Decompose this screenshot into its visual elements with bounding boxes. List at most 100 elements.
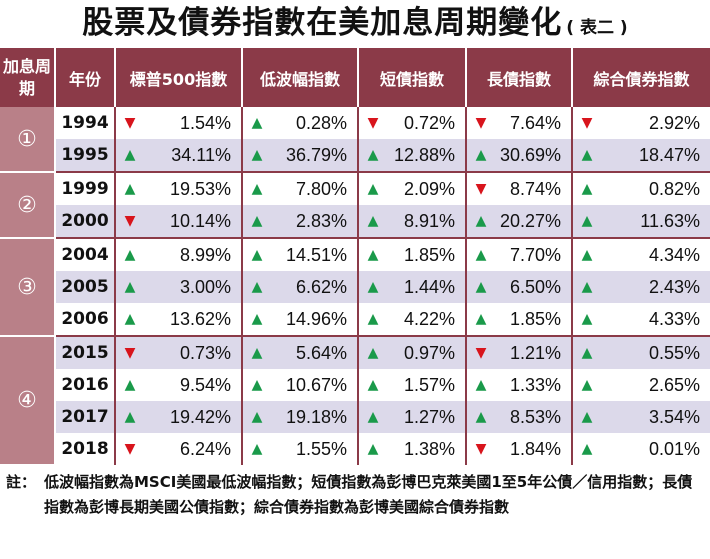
value-text: 1.33% — [509, 374, 561, 395]
value-cell: ▲ 1.55% — [242, 433, 359, 465]
phase-label: ④ — [0, 335, 56, 466]
table-row: 2000 ▼ 10.14% ▲ 2.83% ▲ 8.91% ▲ 20.27% ▲ 11.63% — [0, 205, 710, 238]
header-row: 加息周期 年份 標普500指數 低波幅指數 短債指數 長債指數 綜合債券指數 — [0, 48, 710, 107]
triangle-up-icon: ▲ — [124, 247, 136, 263]
value-text: 7.80% — [295, 178, 347, 199]
table-title: 股票及債券指數在美加息周期變化( 表二 ) — [0, 0, 710, 46]
value-text: 19.53% — [169, 178, 231, 199]
value-text: 2.09% — [403, 178, 455, 199]
value-cell: ▲ 2.09% — [358, 171, 467, 205]
value-cell: ▼ 7.64% — [466, 107, 573, 139]
triangle-up-icon: ▲ — [251, 115, 263, 131]
value-text: 1.57% — [403, 374, 455, 395]
table-row: 2006 ▲ 13.62% ▲ 14.96% ▲ 4.22% ▲ 1.85% ▲ 4.33% — [0, 303, 710, 336]
triangle-up-icon: ▲ — [367, 377, 379, 393]
table-row: 2016 ▲ 9.54% ▲ 10.67% ▲ 1.57% ▲ 1.33% ▲ 2.65% — [0, 369, 710, 401]
year-cell: 1994 — [55, 107, 116, 139]
value-text: 34.11% — [171, 144, 231, 165]
value-text: 19.18% — [285, 406, 347, 427]
value-text: 1.55% — [295, 438, 347, 459]
value-text: 10.67% — [285, 374, 347, 395]
value-text: 0.73% — [179, 342, 231, 363]
triangle-up-icon: ▲ — [581, 247, 593, 263]
value-text: 0.55% — [648, 342, 700, 363]
value-cell: ▲ 7.70% — [466, 237, 573, 271]
value-text: 36.79% — [285, 144, 347, 165]
footnote-label: 註： — [6, 473, 37, 491]
value-text: 6.62% — [295, 276, 347, 297]
value-text: 30.69% — [499, 144, 561, 165]
triangle-down-icon: ▼ — [475, 181, 487, 197]
value-cell: ▲ 1.44% — [358, 271, 467, 303]
value-text: 0.28% — [295, 112, 347, 133]
year-cell: 2006 — [55, 303, 116, 336]
table-row: 2018 ▼ 6.24% ▲ 1.55% ▲ 1.38% ▼ 1.84% ▲ 0.01% — [0, 433, 710, 465]
value-text: 8.99% — [179, 244, 231, 265]
triangle-up-icon: ▲ — [475, 409, 487, 425]
table-row: 1995 ▲ 34.11% ▲ 36.79% ▲ 12.88% ▲ 30.69% ▲ 18.47% — [0, 139, 710, 172]
value-text: 14.51% — [285, 244, 347, 265]
triangle-up-icon: ▲ — [581, 147, 593, 163]
value-cell: ▲ 10.67% — [242, 369, 359, 401]
value-text: 1.85% — [509, 308, 561, 329]
triangle-up-icon: ▲ — [367, 181, 379, 197]
phase-label: ① — [0, 107, 56, 173]
header-short-bond: 短債指數 — [358, 48, 467, 107]
value-cell: ▲ 14.96% — [242, 303, 359, 336]
triangle-up-icon: ▲ — [581, 181, 593, 197]
year-cell: 1995 — [55, 139, 116, 172]
value-cell: ▲ 5.64% — [242, 335, 359, 369]
value-cell: ▲ 1.85% — [466, 303, 573, 336]
value-text: 8.74% — [509, 178, 561, 199]
year-cell: 2018 — [55, 433, 116, 465]
year-cell: 2017 — [55, 401, 116, 433]
triangle-down-icon: ▼ — [124, 345, 136, 361]
value-text: 0.82% — [648, 178, 700, 199]
triangle-up-icon: ▲ — [124, 181, 136, 197]
value-cell: ▲ 20.27% — [466, 205, 573, 238]
value-cell: ▲ 8.53% — [466, 401, 573, 433]
value-text: 7.64% — [509, 112, 561, 133]
triangle-down-icon: ▼ — [124, 441, 136, 457]
value-cell: ▲ 4.34% — [572, 237, 710, 271]
value-text: 8.91% — [403, 210, 455, 231]
value-cell: ▲ 19.42% — [115, 401, 243, 433]
table-row: ④ 2015 ▼ 0.73% ▲ 5.64% ▲ 0.97% ▼ 1.21% ▲ 0.55% — [0, 335, 710, 466]
triangle-up-icon: ▲ — [367, 441, 379, 457]
value-text: 1.44% — [403, 276, 455, 297]
value-text: 20.27% — [499, 210, 561, 231]
value-cell: ▲ 8.91% — [358, 205, 467, 238]
value-text: 2.43% — [648, 276, 700, 297]
rate-hike-table: 加息周期 年份 標普500指數 低波幅指數 短債指數 長債指數 綜合債券指數 ①… — [0, 48, 710, 466]
triangle-down-icon: ▼ — [124, 213, 136, 229]
value-text: 4.34% — [648, 244, 700, 265]
value-text: 6.50% — [509, 276, 561, 297]
value-cell: ▲ 11.63% — [572, 205, 710, 238]
value-cell: ▲ 1.38% — [358, 433, 467, 465]
value-text: 2.92% — [648, 112, 700, 133]
header-year: 年份 — [55, 48, 116, 107]
header-aggregate-bond: 綜合債券指數 — [572, 48, 710, 107]
value-cell: ▼ 1.21% — [466, 335, 573, 369]
value-cell: ▼ 0.72% — [358, 107, 467, 139]
header-long-bond: 長債指數 — [466, 48, 573, 107]
value-cell: ▲ 3.54% — [572, 401, 710, 433]
value-cell: ▲ 8.99% — [115, 237, 243, 271]
triangle-up-icon: ▲ — [475, 279, 487, 295]
value-text: 4.33% — [648, 308, 700, 329]
value-cell: ▲ 19.53% — [115, 171, 243, 205]
triangle-down-icon: ▼ — [475, 441, 487, 457]
value-cell: ▲ 7.80% — [242, 171, 359, 205]
value-cell: ▼ 0.73% — [115, 335, 243, 369]
table-row: ② 1999 ▲ 19.53% ▲ 7.80% ▲ 2.09% ▼ 8.74% ▲ 0.82% — [0, 171, 710, 239]
value-cell: ▲ 0.01% — [572, 433, 710, 465]
triangle-up-icon: ▲ — [367, 213, 379, 229]
value-cell: ▲ 4.33% — [572, 303, 710, 336]
value-text: 6.24% — [179, 438, 231, 459]
value-text: 10.14% — [169, 210, 231, 231]
value-cell: ▼ 1.84% — [466, 433, 573, 465]
triangle-down-icon: ▼ — [124, 115, 136, 131]
triangle-up-icon: ▲ — [581, 213, 593, 229]
value-cell: ▲ 2.65% — [572, 369, 710, 401]
value-cell: ▲ 1.57% — [358, 369, 467, 401]
